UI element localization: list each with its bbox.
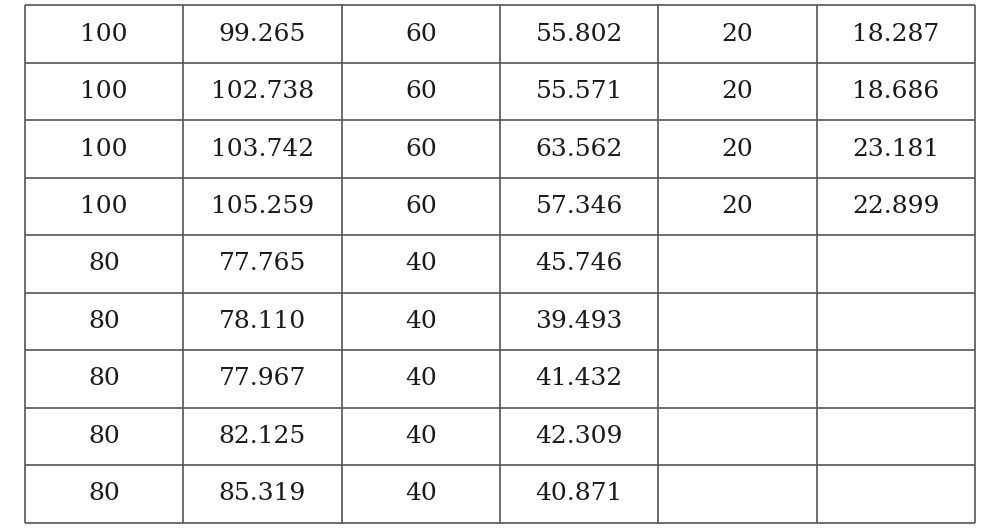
Text: 85.319: 85.319: [219, 483, 306, 505]
Text: 102.738: 102.738: [211, 80, 314, 103]
Text: 78.110: 78.110: [219, 310, 306, 333]
Text: 20: 20: [722, 23, 753, 45]
Text: 20: 20: [722, 80, 753, 103]
Text: 105.259: 105.259: [211, 195, 314, 218]
Text: 80: 80: [88, 310, 120, 333]
Text: 23.181: 23.181: [852, 137, 939, 161]
Text: 80: 80: [88, 425, 120, 448]
Text: 60: 60: [405, 137, 437, 161]
Text: 40: 40: [405, 252, 437, 276]
Text: 60: 60: [405, 23, 437, 45]
Text: 20: 20: [722, 137, 753, 161]
Text: 99.265: 99.265: [219, 23, 306, 45]
Text: 100: 100: [80, 195, 128, 218]
Text: 45.746: 45.746: [535, 252, 623, 276]
Text: 41.432: 41.432: [536, 367, 623, 391]
Text: 55.571: 55.571: [536, 80, 623, 103]
Text: 80: 80: [88, 252, 120, 276]
Text: 39.493: 39.493: [535, 310, 623, 333]
Text: 63.562: 63.562: [535, 137, 623, 161]
Text: 40: 40: [405, 483, 437, 505]
Text: 100: 100: [80, 80, 128, 103]
Text: 60: 60: [405, 80, 437, 103]
Text: 77.765: 77.765: [219, 252, 306, 276]
Text: 42.309: 42.309: [535, 425, 623, 448]
Text: 40: 40: [405, 425, 437, 448]
Text: 100: 100: [80, 137, 128, 161]
Text: 55.802: 55.802: [535, 23, 623, 45]
Text: 60: 60: [405, 195, 437, 218]
Text: 40: 40: [405, 310, 437, 333]
Text: 82.125: 82.125: [219, 425, 306, 448]
Text: 18.686: 18.686: [852, 80, 939, 103]
Text: 18.287: 18.287: [852, 23, 939, 45]
Text: 103.742: 103.742: [211, 137, 314, 161]
Text: 77.967: 77.967: [219, 367, 306, 391]
Text: 80: 80: [88, 483, 120, 505]
Text: 57.346: 57.346: [535, 195, 623, 218]
Text: 20: 20: [722, 195, 753, 218]
Text: 40.871: 40.871: [536, 483, 623, 505]
Text: 100: 100: [80, 23, 128, 45]
Text: 22.899: 22.899: [852, 195, 940, 218]
Text: 80: 80: [88, 367, 120, 391]
Text: 40: 40: [405, 367, 437, 391]
